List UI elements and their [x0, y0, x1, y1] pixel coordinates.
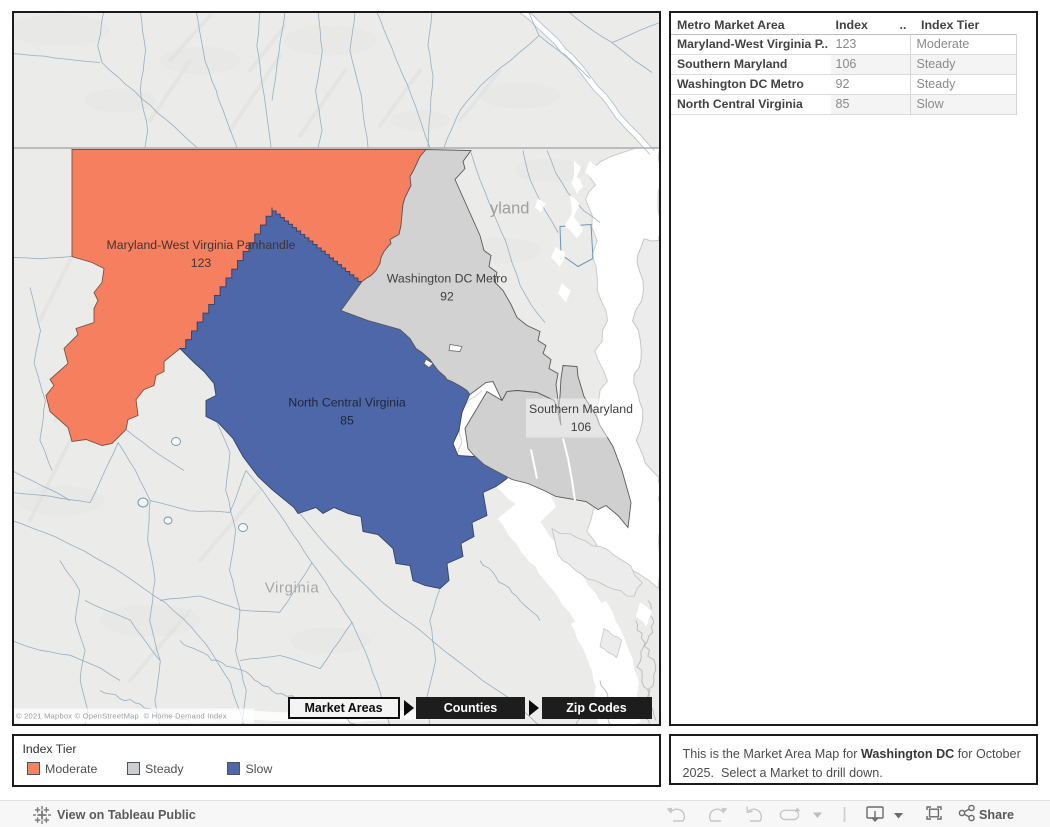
- svg-text:Southern Maryland: Southern Maryland: [529, 402, 633, 416]
- svg-text:© 2021 Mapbox © OpenStreetMap: © 2021 Mapbox © OpenStreetMap © Home Dem…: [16, 711, 227, 720]
- svg-text:Virginia: Virginia: [265, 579, 320, 596]
- svg-text:123: 123: [191, 256, 212, 270]
- svg-text:Maryland-West Virginia Panhand: Maryland-West Virginia Panhandle: [107, 238, 296, 252]
- svg-text:yland: yland: [490, 199, 529, 217]
- svg-text:North Central Virginia: North Central Virginia: [288, 395, 405, 409]
- svg-text:Washington DC Metro: Washington DC Metro: [387, 271, 508, 285]
- svg-text:85: 85: [340, 413, 354, 427]
- svg-text:106: 106: [571, 420, 592, 434]
- svg-text:92: 92: [440, 289, 454, 303]
